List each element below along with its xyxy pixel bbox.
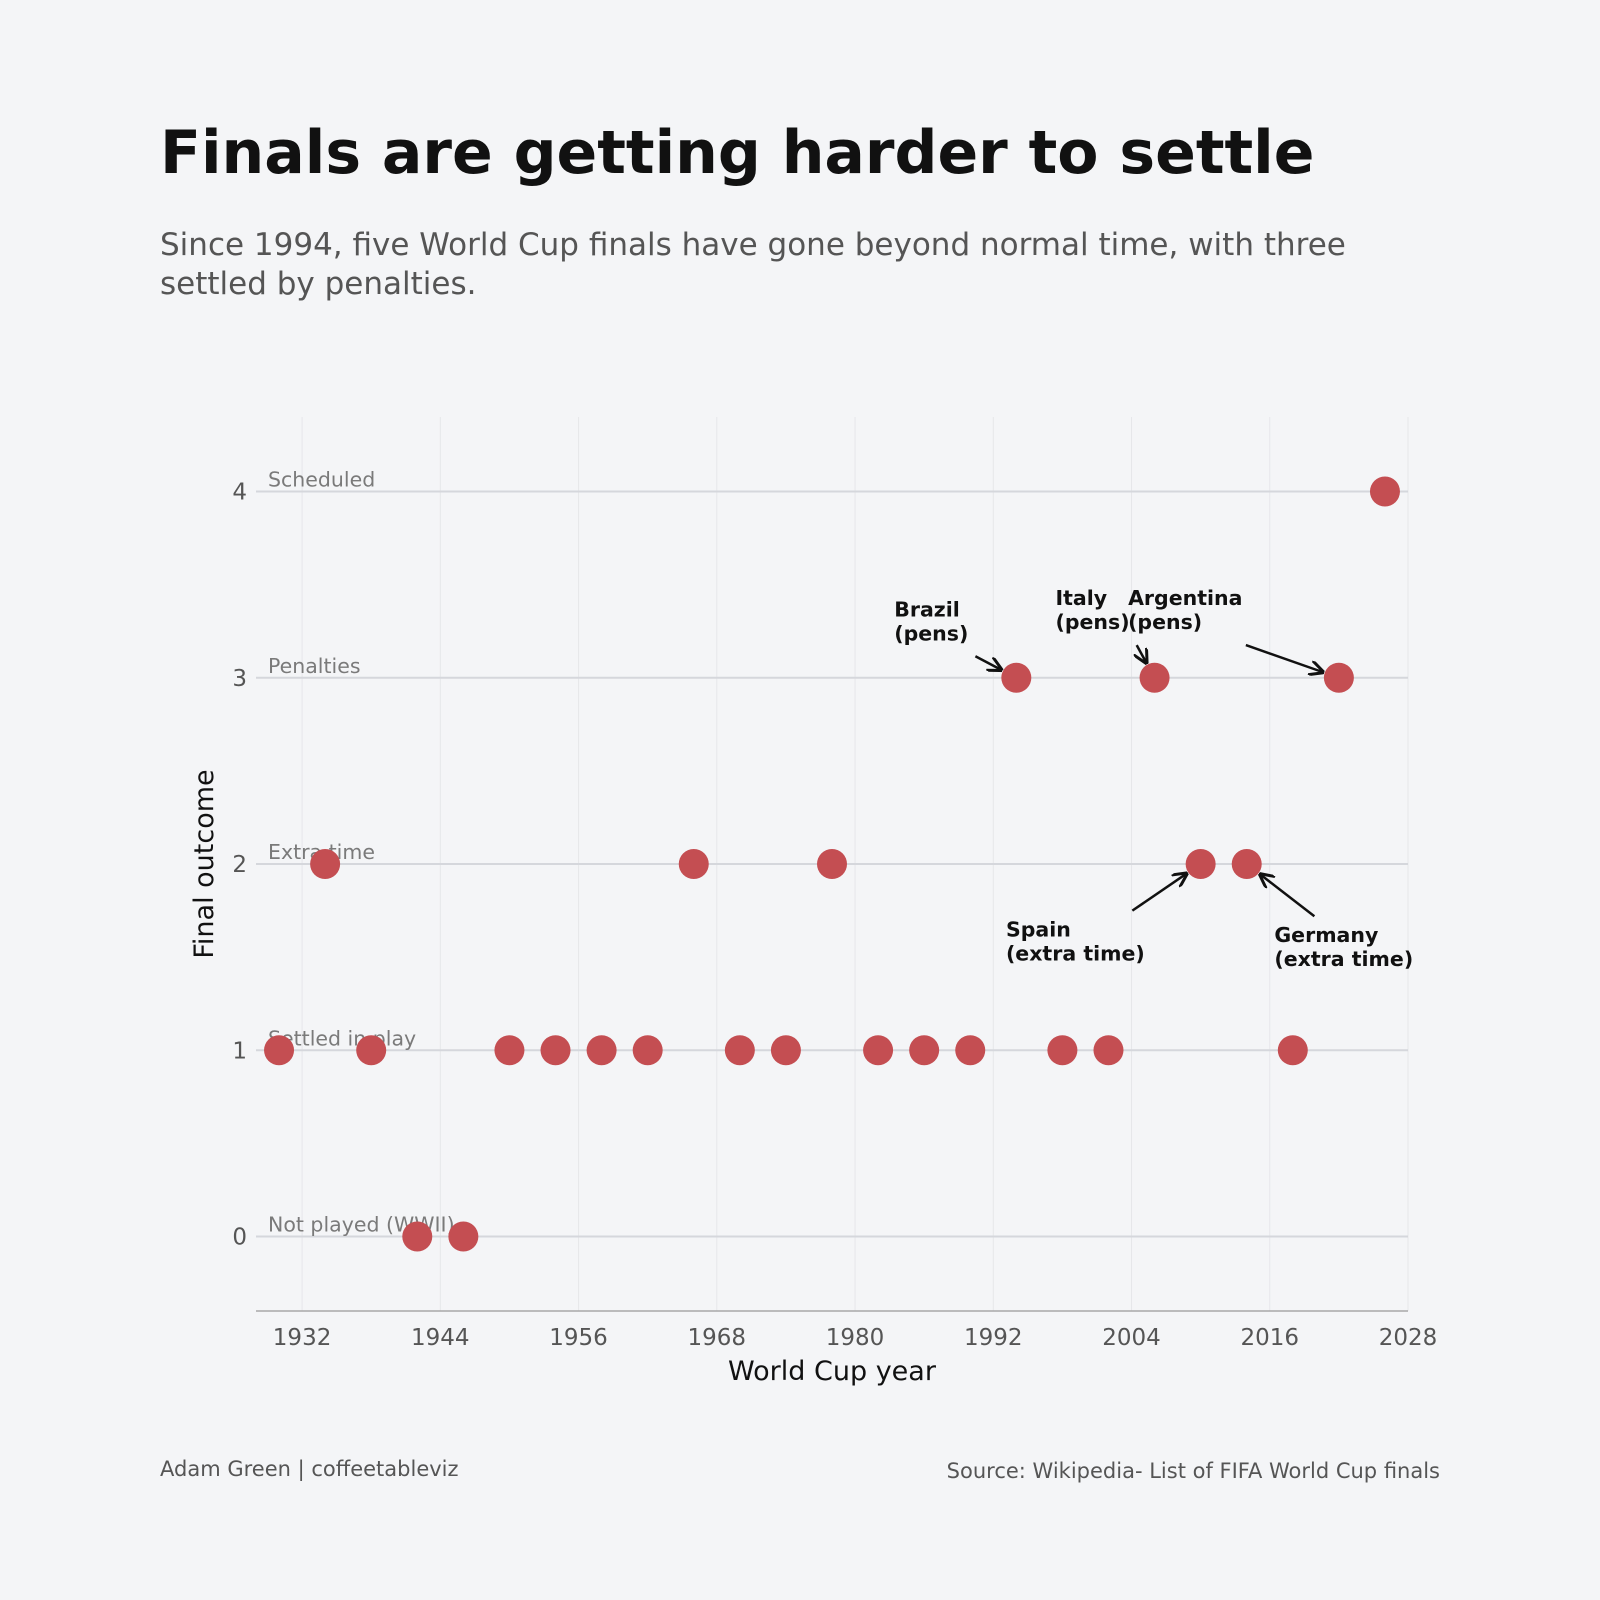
data-point <box>955 1035 986 1066</box>
x-tick-labels: 1932 1944 1956 1968 1980 1992 2004 2016 2028 <box>273 1325 1437 1351</box>
data-point <box>1001 662 1032 693</box>
data-point <box>586 1035 617 1066</box>
annotation-label: Italy <box>1055 586 1107 610</box>
annotation-label: (extra time) <box>1274 947 1413 971</box>
x-axis-label: World Cup year <box>728 1356 937 1387</box>
annotation-label: Spain <box>1006 918 1071 942</box>
y-tick-label: 2 <box>232 852 247 878</box>
data-point <box>540 1035 571 1066</box>
data-point <box>632 1035 663 1066</box>
x-tick-label: 1932 <box>273 1325 332 1351</box>
data-point <box>909 1035 940 1066</box>
annotation-arrow <box>974 655 1001 670</box>
chart-subtitle: Since 1994, five World Cup finals have g… <box>160 227 1346 302</box>
x-tick-label: 1968 <box>688 1325 747 1351</box>
x-tick-label: 1992 <box>964 1325 1023 1351</box>
y-tick-labels: 0 1 2 3 4 <box>232 480 247 1251</box>
annotation-label: (pens) <box>1055 610 1129 634</box>
data-point <box>1185 849 1216 879</box>
data-point <box>448 1221 479 1252</box>
data-point <box>356 1035 387 1066</box>
annotation-arrow <box>1245 643 1323 672</box>
data-point <box>1277 1035 1308 1066</box>
chart-title: Finals are getting harder to settle <box>160 118 1315 188</box>
x-tick-label: 2004 <box>1102 1325 1161 1351</box>
annotation-label: (extra time) <box>1006 942 1145 966</box>
y-tick-label: 0 <box>232 1225 247 1251</box>
annotation-label: Argentina <box>1128 586 1242 610</box>
data-point <box>1047 1035 1078 1066</box>
data-point <box>1139 662 1170 693</box>
data-point <box>1231 849 1262 879</box>
y-axis-label: Final outcome <box>189 769 220 958</box>
y-tick-label: 4 <box>232 480 247 506</box>
annotation-arrow <box>1131 874 1186 912</box>
annotation-label: (pens) <box>1128 610 1202 634</box>
data-point <box>264 1035 295 1066</box>
y-tick-label: 1 <box>232 1038 247 1064</box>
data-point <box>310 849 341 879</box>
x-tick-label: 1944 <box>411 1325 470 1351</box>
x-tick-label: 1980 <box>826 1325 885 1351</box>
data-point <box>863 1035 894 1066</box>
data-point <box>724 1035 755 1066</box>
data-points <box>264 476 1400 1252</box>
x-tick-label: 2016 <box>1240 1325 1299 1351</box>
annotation-label: Brazil <box>894 597 960 621</box>
annotation-label: (pens) <box>894 621 968 645</box>
data-point <box>1093 1035 1124 1066</box>
y-tick-label: 3 <box>232 666 247 692</box>
annotation-label: Germany <box>1274 923 1378 947</box>
data-point <box>1323 662 1354 693</box>
data-point <box>817 849 847 879</box>
data-point <box>678 849 709 879</box>
data-point <box>402 1221 433 1252</box>
x-tick-label: 1956 <box>549 1325 608 1351</box>
author-credit: Adam Green | coffeetableviz <box>160 1457 459 1481</box>
data-point <box>1369 476 1400 507</box>
annotation-arrow <box>1260 874 1316 918</box>
annotation-arrow <box>1137 644 1147 663</box>
annotations: Brazil(pens)Italy(pens)Argentina(pens)Sp… <box>894 586 1413 971</box>
category-label: Penalties <box>268 654 361 678</box>
source-credit: Source: Wikipedia- List of FIFA World Cu… <box>946 1459 1440 1483</box>
category-label: Scheduled <box>268 468 375 492</box>
x-tick-label: 2028 <box>1379 1325 1438 1351</box>
data-point <box>494 1035 525 1066</box>
data-point <box>770 1035 801 1066</box>
